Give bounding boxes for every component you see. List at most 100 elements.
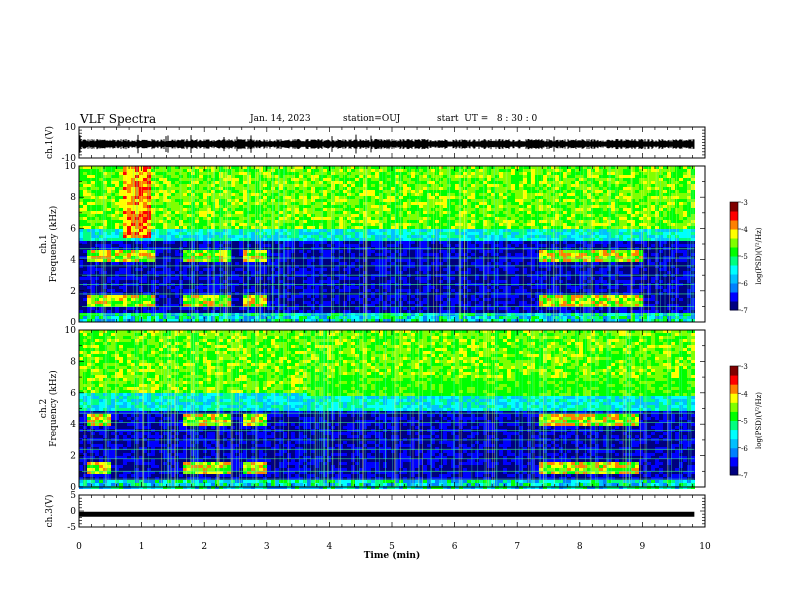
spectrogram-cell [95, 202, 99, 205]
spectrogram-cell [147, 178, 151, 181]
spectrogram-cell [379, 244, 383, 247]
spectrogram-cell [411, 169, 415, 172]
spectrogram-cell [423, 316, 427, 319]
spectrogram-cell [231, 265, 235, 268]
spectrogram-cell [255, 319, 259, 322]
spectrogram-cell [235, 214, 239, 217]
spectrogram-cell [243, 184, 247, 187]
spectrogram-cell [443, 298, 447, 301]
spectrogram-cell [263, 235, 267, 238]
spectrogram-cell [243, 310, 247, 313]
spectrogram-cell [275, 169, 279, 172]
spectrogram-cell [387, 235, 391, 238]
spectrogram-cell [143, 202, 147, 205]
spectrogram-cell [311, 226, 315, 229]
spectrogram-cell [407, 229, 411, 232]
spectrogram-cell [287, 295, 291, 298]
spectrogram-cell [411, 196, 415, 199]
spectrogram-cell [431, 238, 435, 241]
spectrogram-cell [411, 232, 415, 235]
spectrogram-cell [363, 271, 367, 274]
spectrogram-cell [243, 244, 247, 247]
spectrogram-cell [91, 235, 95, 238]
spectrogram-cell [411, 166, 415, 169]
spectrogram-cell [283, 280, 287, 283]
spectrogram-cell [155, 172, 159, 175]
spectrogram-cell [423, 208, 427, 211]
spectrogram-cell [327, 304, 331, 307]
spectrogram-cell [159, 316, 163, 319]
spectrogram-cell [371, 196, 375, 199]
spectrogram-cell [295, 316, 299, 319]
spectrogram-cell [439, 193, 443, 196]
spectrogram-cell [135, 301, 139, 304]
spectrogram-cell [403, 244, 407, 247]
spectrogram-cell [343, 304, 347, 307]
spectrogram-cell [107, 187, 111, 190]
spectrogram-cell [359, 286, 363, 289]
spectrogram-cell [323, 244, 327, 247]
spectrogram-cell [107, 271, 111, 274]
spectrogram-cell [91, 262, 95, 265]
spectrogram-cell [351, 241, 355, 244]
spectrogram-cell [307, 316, 311, 319]
spectrogram-cell [343, 187, 347, 190]
spectrogram-cell [355, 268, 359, 271]
spectrogram-cell [411, 262, 415, 265]
spectrogram-cell [307, 301, 311, 304]
spectrogram-cell [439, 319, 443, 322]
spectrogram-cell [135, 244, 139, 247]
spectrogram-cell [439, 304, 443, 307]
spectrogram-cell [375, 202, 379, 205]
spectrogram-cell [207, 253, 211, 256]
spectrogram-cell [243, 256, 247, 259]
spectrogram-cell [343, 175, 347, 178]
spectrogram-cell [163, 223, 167, 226]
spectrogram-cell [207, 256, 211, 259]
spectrogram-cell [255, 217, 259, 220]
spectrogram-cell [403, 229, 407, 232]
spectrogram-cell [155, 181, 159, 184]
spectrogram-cell [439, 181, 443, 184]
spectrogram-cell [311, 271, 315, 274]
spectrogram-cell [123, 292, 127, 295]
spectrogram-cell [351, 307, 355, 310]
spectrogram-cell [323, 268, 327, 271]
spectrogram-cell [415, 184, 419, 187]
spectrogram-cell [255, 202, 259, 205]
spectrogram-cell [291, 277, 295, 280]
spectrogram-cell [303, 238, 307, 241]
spectrogram-cell [451, 181, 455, 184]
spectrogram-cell [275, 187, 279, 190]
spectrogram-cell [107, 181, 111, 184]
spectrogram-cell [247, 214, 251, 217]
spectrogram-cell [215, 175, 219, 178]
spectrogram-cell [287, 268, 291, 271]
spectrogram-cell [231, 172, 235, 175]
spectrogram-cell [95, 286, 99, 289]
spectrogram-cell [115, 310, 119, 313]
spectrogram-cell [251, 310, 255, 313]
spectrogram-cell [251, 286, 255, 289]
spectrogram-cell [187, 271, 191, 274]
spectrogram-cell [243, 187, 247, 190]
spectrogram-cell [371, 205, 375, 208]
spectrogram-cell [387, 211, 391, 214]
spectrogram-cell [395, 262, 399, 265]
spectrogram-cell [207, 217, 211, 220]
spectrogram-cell [407, 250, 411, 253]
spectrogram-cell [299, 232, 303, 235]
spectrogram-cell [427, 253, 431, 256]
spectrogram-cell [443, 292, 447, 295]
spectrogram-cell [367, 166, 371, 169]
spectrogram-cell [359, 244, 363, 247]
spectrogram-cell [379, 193, 383, 196]
spectrogram-cell [411, 181, 415, 184]
spectrogram-cell [283, 223, 287, 226]
spectrogram-cell [215, 268, 219, 271]
spectrogram-cell [291, 241, 295, 244]
spectrogram-cell [407, 319, 411, 322]
spectrogram-cell [375, 178, 379, 181]
spectrogram-cell [379, 202, 383, 205]
spectrogram-cell [99, 232, 103, 235]
